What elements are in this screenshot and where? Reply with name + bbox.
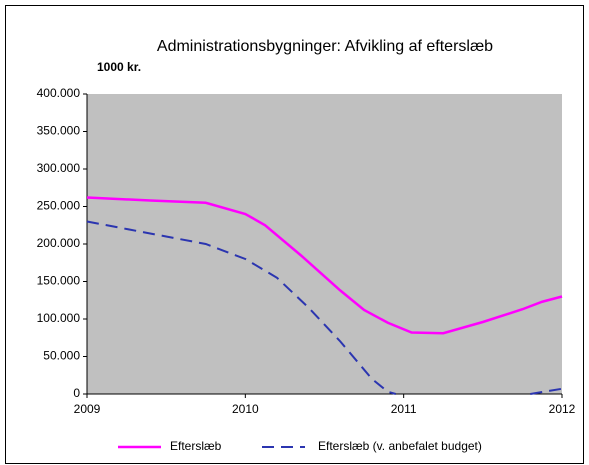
x-tick-label: 2010 — [232, 402, 259, 416]
y-tick-label: 250.000 — [37, 199, 81, 213]
y-tick-label: 150.000 — [37, 274, 81, 288]
y-tick-label: 0 — [73, 386, 80, 400]
x-tick-label: 2012 — [549, 402, 576, 416]
y-tick-label: 200.000 — [37, 236, 81, 250]
series-line — [86, 196, 563, 335]
legend-label: Efterslæb — [170, 439, 222, 453]
y-tick-label: 350.000 — [37, 124, 81, 138]
plot-area — [87, 94, 562, 394]
series-line — [86, 220, 563, 395]
chart-subtitle: 1000 kr. — [97, 60, 141, 74]
legend-label: Efterslæb (v. anbefalet budget) — [318, 439, 482, 453]
chart-title: Administrationsbygninger: Afvikling af e… — [157, 38, 493, 55]
y-tick-label: 50.000 — [43, 349, 80, 363]
y-tick-label: 300.000 — [37, 161, 81, 175]
y-tick-label: 100.000 — [37, 311, 81, 325]
y-tick-label: 400.000 — [37, 86, 81, 100]
x-tick-label: 2011 — [391, 402, 417, 416]
x-tick-label: 2009 — [74, 402, 101, 416]
